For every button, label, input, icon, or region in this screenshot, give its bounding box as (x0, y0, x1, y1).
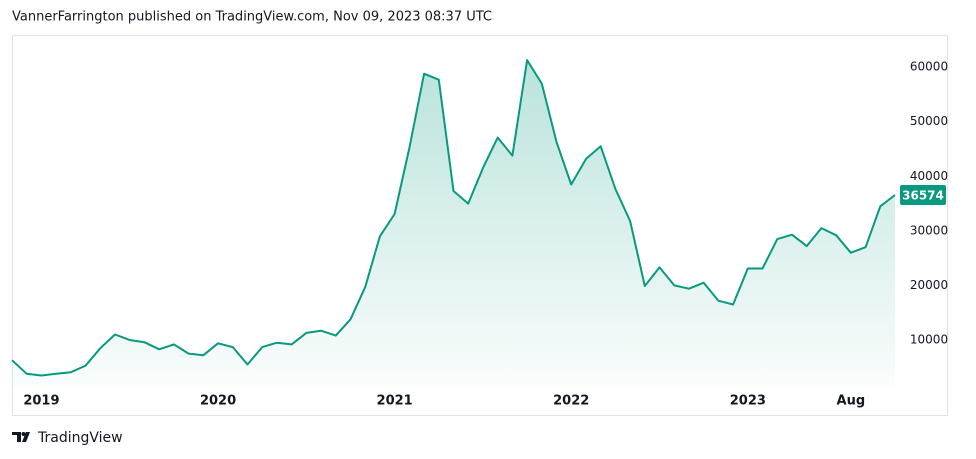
y-tick-label: 40000 (910, 169, 948, 183)
y-tick-label: 50000 (910, 114, 948, 128)
last-price-label: 36574 (902, 189, 944, 203)
x-tick-label: 2023 (730, 394, 766, 409)
area-fill (12, 60, 895, 388)
y-tick-label: 20000 (910, 278, 948, 292)
chart-frame (12, 35, 948, 416)
x-tick-label: 2020 (200, 394, 236, 409)
header-title: VannerFarrington published on TradingVie… (12, 10, 492, 25)
x-tick-label: 2022 (553, 394, 589, 409)
x-tick-label: 2019 (23, 394, 59, 409)
y-tick-label: 10000 (910, 332, 948, 346)
logo (12, 432, 30, 442)
brand: TradingView (37, 430, 123, 446)
x-tick-label: 2021 (377, 394, 413, 409)
last-price-box (900, 185, 946, 206)
y-tick-label: 30000 (910, 223, 948, 237)
price-line (11, 59, 896, 377)
y-tick-label: 60000 (910, 60, 948, 74)
x-tick-label: Aug (837, 394, 866, 409)
